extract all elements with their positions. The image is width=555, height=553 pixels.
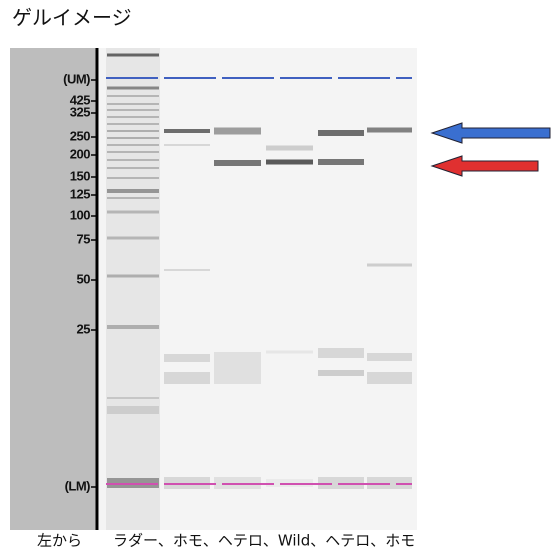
ladder-label: (LM) [65, 478, 91, 493]
band [107, 211, 159, 214]
band [107, 189, 159, 193]
band [107, 325, 159, 329]
caption-lanes: ラダー、ホモ、ヘテロ、Wild、ヘテロ、ホモ [113, 532, 415, 550]
red-arrow [432, 156, 538, 176]
band [107, 151, 159, 153]
band [266, 351, 313, 354]
blue-arrow [432, 123, 550, 143]
band [107, 275, 159, 278]
ladder-label: 50 [77, 271, 91, 286]
band [164, 372, 210, 384]
band [164, 129, 210, 133]
band [266, 160, 313, 165]
band [318, 130, 364, 136]
gel-figure: ゲルイメージ (UM)425325250200150125100755025(L… [0, 0, 555, 553]
band [214, 160, 261, 166]
band [107, 130, 159, 132]
band [107, 109, 159, 111]
band [318, 348, 364, 358]
ladder-label: 200 [70, 146, 90, 161]
band [367, 372, 412, 384]
ladder-lane [106, 48, 160, 530]
band [164, 354, 210, 362]
band [266, 146, 313, 151]
caption-prefix: 左から [37, 532, 82, 550]
band [107, 397, 159, 399]
ladder-label: 100 [70, 207, 90, 222]
ladder-label: 150 [70, 168, 90, 183]
band [107, 177, 159, 179]
band [107, 116, 159, 118]
band [214, 128, 261, 135]
band [107, 103, 159, 105]
band [318, 159, 364, 165]
ladder-label: 325 [70, 104, 90, 119]
ladder-label: 25 [77, 321, 91, 336]
title: ゲルイメージ [12, 6, 132, 30]
band [367, 128, 412, 133]
band [367, 264, 412, 267]
ladder-label: 250 [70, 128, 90, 143]
ladder-label: (UM) [63, 71, 90, 86]
ladder-label: 75 [77, 231, 91, 246]
band [367, 353, 412, 361]
band [107, 406, 159, 414]
band [107, 159, 159, 161]
band [107, 123, 159, 125]
ladder-label: 125 [70, 186, 90, 201]
band [107, 197, 159, 199]
band [214, 352, 261, 384]
band [107, 87, 159, 90]
band [318, 370, 364, 376]
band [164, 144, 210, 146]
band [107, 137, 159, 139]
band [107, 95, 159, 97]
label-panel [10, 48, 96, 530]
band [107, 167, 159, 169]
band [107, 237, 159, 240]
band [107, 54, 159, 57]
band [164, 269, 210, 271]
band [107, 144, 159, 146]
